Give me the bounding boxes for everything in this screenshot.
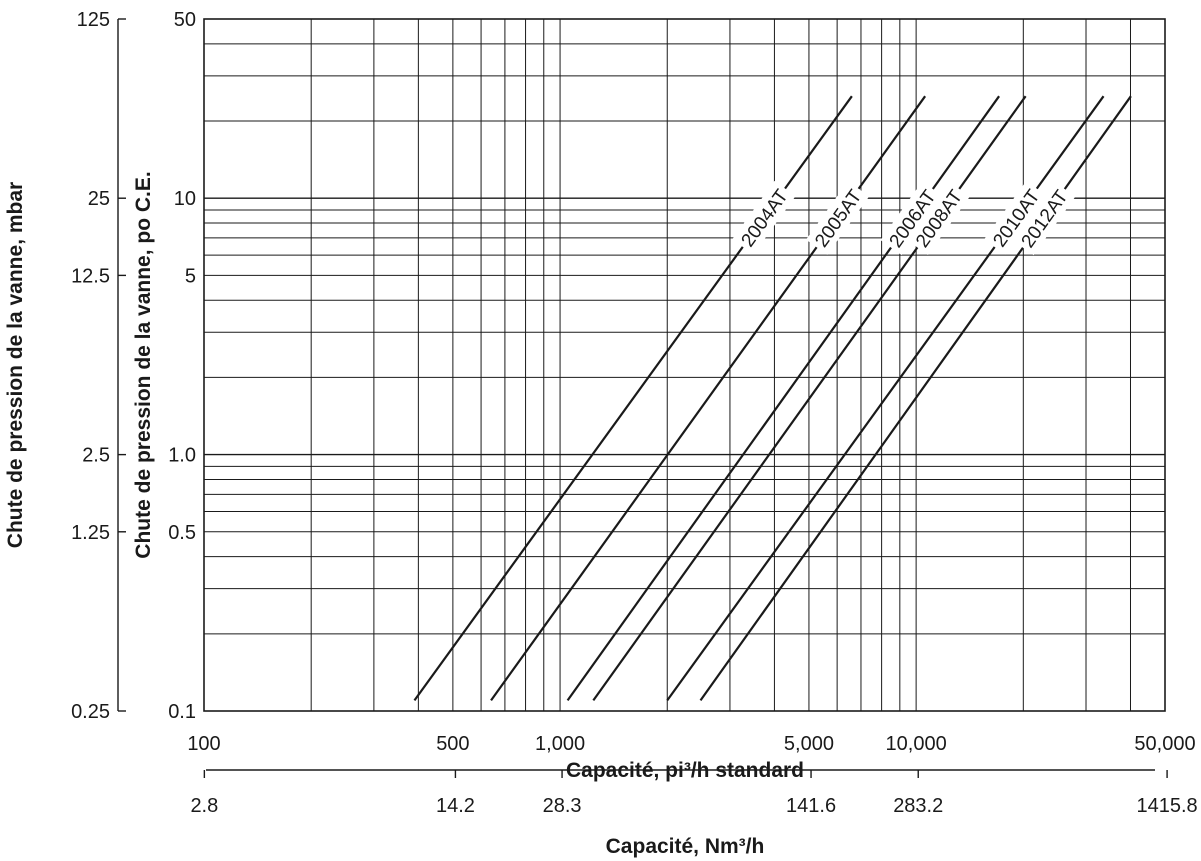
mbar-tick-label: 0.25 (71, 701, 110, 723)
nm3-axis: 2.8 14.2 28.3 141.6 283.2 1415.8 (190, 769, 1198, 817)
series-label-bg (1012, 181, 1076, 256)
series-line (666, 95, 1105, 702)
ticks-layer: 100 500 1,000 5,000 10,000 50,000 0.1 0.5 1.0 5 10… (168, 9, 1195, 755)
series-label-bg (880, 181, 944, 256)
series-label-group: 2004AT (732, 180, 796, 255)
series-label-bg (906, 181, 970, 256)
nm3-tick-label: 2.8 (190, 795, 218, 817)
nm3-tick-label: 1415.8 (1137, 795, 1198, 817)
mbar-tick-label: 25 (88, 188, 110, 210)
y-tick-label: 1.0 (168, 445, 196, 467)
nm3-tick-label: 141.6 (786, 795, 836, 817)
nm3-tick-label: 283.2 (893, 795, 943, 817)
mbar-axis: 0.25 1.25 2.5 12.5 25 125 (71, 9, 126, 723)
x-axis-title: Capacité, pi³/h standard (566, 759, 804, 782)
x-tick-label: 1,000 (535, 733, 585, 755)
x-tick-label: 10,000 (886, 733, 947, 755)
y-tick-label: 0.1 (168, 701, 196, 723)
plot-frame (203, 18, 1166, 712)
nm3-tick-label: 14.2 (436, 795, 475, 817)
series-label-bg (806, 181, 870, 255)
nm3-tick-label: 28.3 (543, 795, 582, 817)
y-secondary-axis-title: Chute de pression de la vanne, mbar (4, 182, 27, 548)
mbar-tick-label: 1.25 (71, 522, 110, 544)
mbar-tick-label: 125 (77, 9, 110, 31)
grid (204, 19, 1165, 711)
y-tick-label: 0.5 (168, 522, 196, 544)
series-line (592, 95, 1027, 702)
x-tick-label: 5,000 (784, 733, 834, 755)
x-tick-label: 50,000 (1134, 733, 1195, 755)
x-tick-label: 100 (187, 733, 220, 755)
mbar-tick-label: 2.5 (82, 445, 110, 467)
series-label-bg (984, 180, 1048, 255)
series-label-bg (732, 180, 796, 255)
series-line (490, 95, 927, 702)
x-secondary-axis-title: Capacité, Nm³/h (606, 835, 765, 858)
y-tick-label: 50 (174, 9, 196, 31)
x-tick-label: 500 (436, 733, 469, 755)
y-tick-label: 10 (174, 188, 196, 210)
y-tick-label: 5 (185, 265, 196, 287)
mbar-tick-label: 12.5 (71, 265, 110, 287)
y-axis-title: Chute de pression de la vanne, po C.E. (132, 171, 155, 558)
